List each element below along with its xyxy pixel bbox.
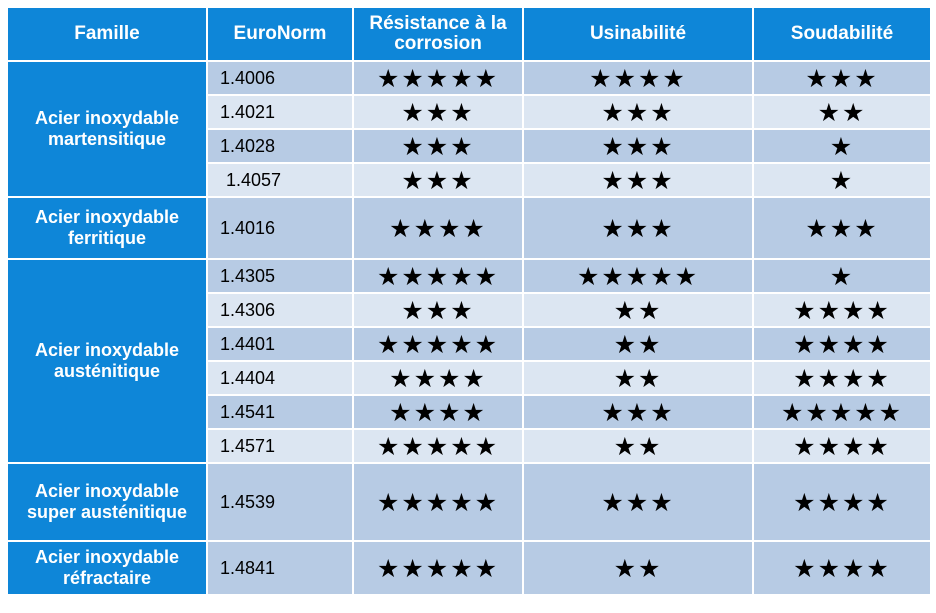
corrosion-rating: ★★★★★: [354, 62, 522, 94]
euronorm-cell: 1.4541: [208, 396, 352, 428]
euronorm-cell: 1.4539: [208, 464, 352, 540]
soudabilite-rating: ★: [754, 130, 930, 162]
soudabilite-rating: ★★★: [754, 198, 930, 258]
soudabilite-rating: ★★★★★: [754, 396, 930, 428]
steel-properties-table: Famille EuroNorm Résistance à la corrosi…: [8, 8, 930, 604]
corrosion-rating: ★★★: [354, 96, 522, 128]
soudabilite-rating: ★★★★: [754, 362, 930, 394]
header-famille: Famille: [8, 8, 206, 60]
soudabilite-rating: ★★★★: [754, 328, 930, 360]
soudabilite-rating: ★★★★: [754, 542, 930, 594]
usinabilite-rating: ★★★: [524, 464, 752, 540]
family-refractaire: Acier inoxydable réfractaire: [8, 542, 206, 594]
euronorm-cell: 1.4028: [208, 130, 352, 162]
euronorm-cell: 1.4404: [208, 362, 352, 394]
corrosion-rating: ★★★: [354, 294, 522, 326]
usinabilite-rating: ★★★★★: [524, 260, 752, 292]
usinabilite-rating: ★★: [524, 328, 752, 360]
usinabilite-rating: ★★★: [524, 164, 752, 196]
euronorm-cell: 1.4305: [208, 260, 352, 292]
euronorm-cell: 1.4401: [208, 328, 352, 360]
usinabilite-rating: ★★: [524, 294, 752, 326]
corrosion-rating: ★★★★★: [354, 328, 522, 360]
euronorm-cell: 1.4016: [208, 198, 352, 258]
header-soudabilite: Soudabilité: [754, 8, 930, 60]
family-super-austenitique: Acier inoxydable super austénitique: [8, 464, 206, 540]
header-corrosion: Résistance à la corrosion: [354, 8, 522, 60]
usinabilite-rating: ★★★: [524, 130, 752, 162]
soudabilite-rating: ★★★★: [754, 430, 930, 462]
usinabilite-rating: ★★★★: [524, 62, 752, 94]
soudabilite-rating: ★★★: [754, 62, 930, 94]
usinabilite-rating: ★★★: [524, 96, 752, 128]
soudabilite-rating: ★★: [754, 96, 930, 128]
usinabilite-rating: ★★: [524, 542, 752, 594]
usinabilite-rating: ★★: [524, 430, 752, 462]
corrosion-rating: ★★★★: [354, 198, 522, 258]
euronorm-cell: 1.4006: [208, 62, 352, 94]
corrosion-rating: ★★★★★: [354, 430, 522, 462]
corrosion-rating: ★★★★★: [354, 542, 522, 594]
header-usinabilite: Usinabilité: [524, 8, 752, 60]
euronorm-cell: 1.4841: [208, 542, 352, 594]
soudabilite-rating: ★: [754, 164, 930, 196]
soudabilite-rating: ★★★★: [754, 464, 930, 540]
euronorm-cell: 1.4571: [208, 430, 352, 462]
euronorm-cell: 1.4057: [208, 164, 352, 196]
corrosion-rating: ★★★★★: [354, 260, 522, 292]
soudabilite-rating: ★: [754, 260, 930, 292]
corrosion-rating: ★★★★: [354, 362, 522, 394]
family-ferritique: Acier inoxydable ferritique: [8, 198, 206, 258]
corrosion-rating: ★★★: [354, 130, 522, 162]
soudabilite-rating: ★★★★: [754, 294, 930, 326]
usinabilite-rating: ★★: [524, 362, 752, 394]
header-euronorm: EuroNorm: [208, 8, 352, 60]
usinabilite-rating: ★★★: [524, 396, 752, 428]
usinabilite-rating: ★★★: [524, 198, 752, 258]
family-austenitique: Acier inoxydable austénitique: [8, 260, 206, 462]
euronorm-cell: 1.4021: [208, 96, 352, 128]
corrosion-rating: ★★★: [354, 164, 522, 196]
corrosion-rating: ★★★★: [354, 396, 522, 428]
family-martensitique: Acier inoxydable martensitique: [8, 62, 206, 196]
corrosion-rating: ★★★★★: [354, 464, 522, 540]
euronorm-cell: 1.4306: [208, 294, 352, 326]
